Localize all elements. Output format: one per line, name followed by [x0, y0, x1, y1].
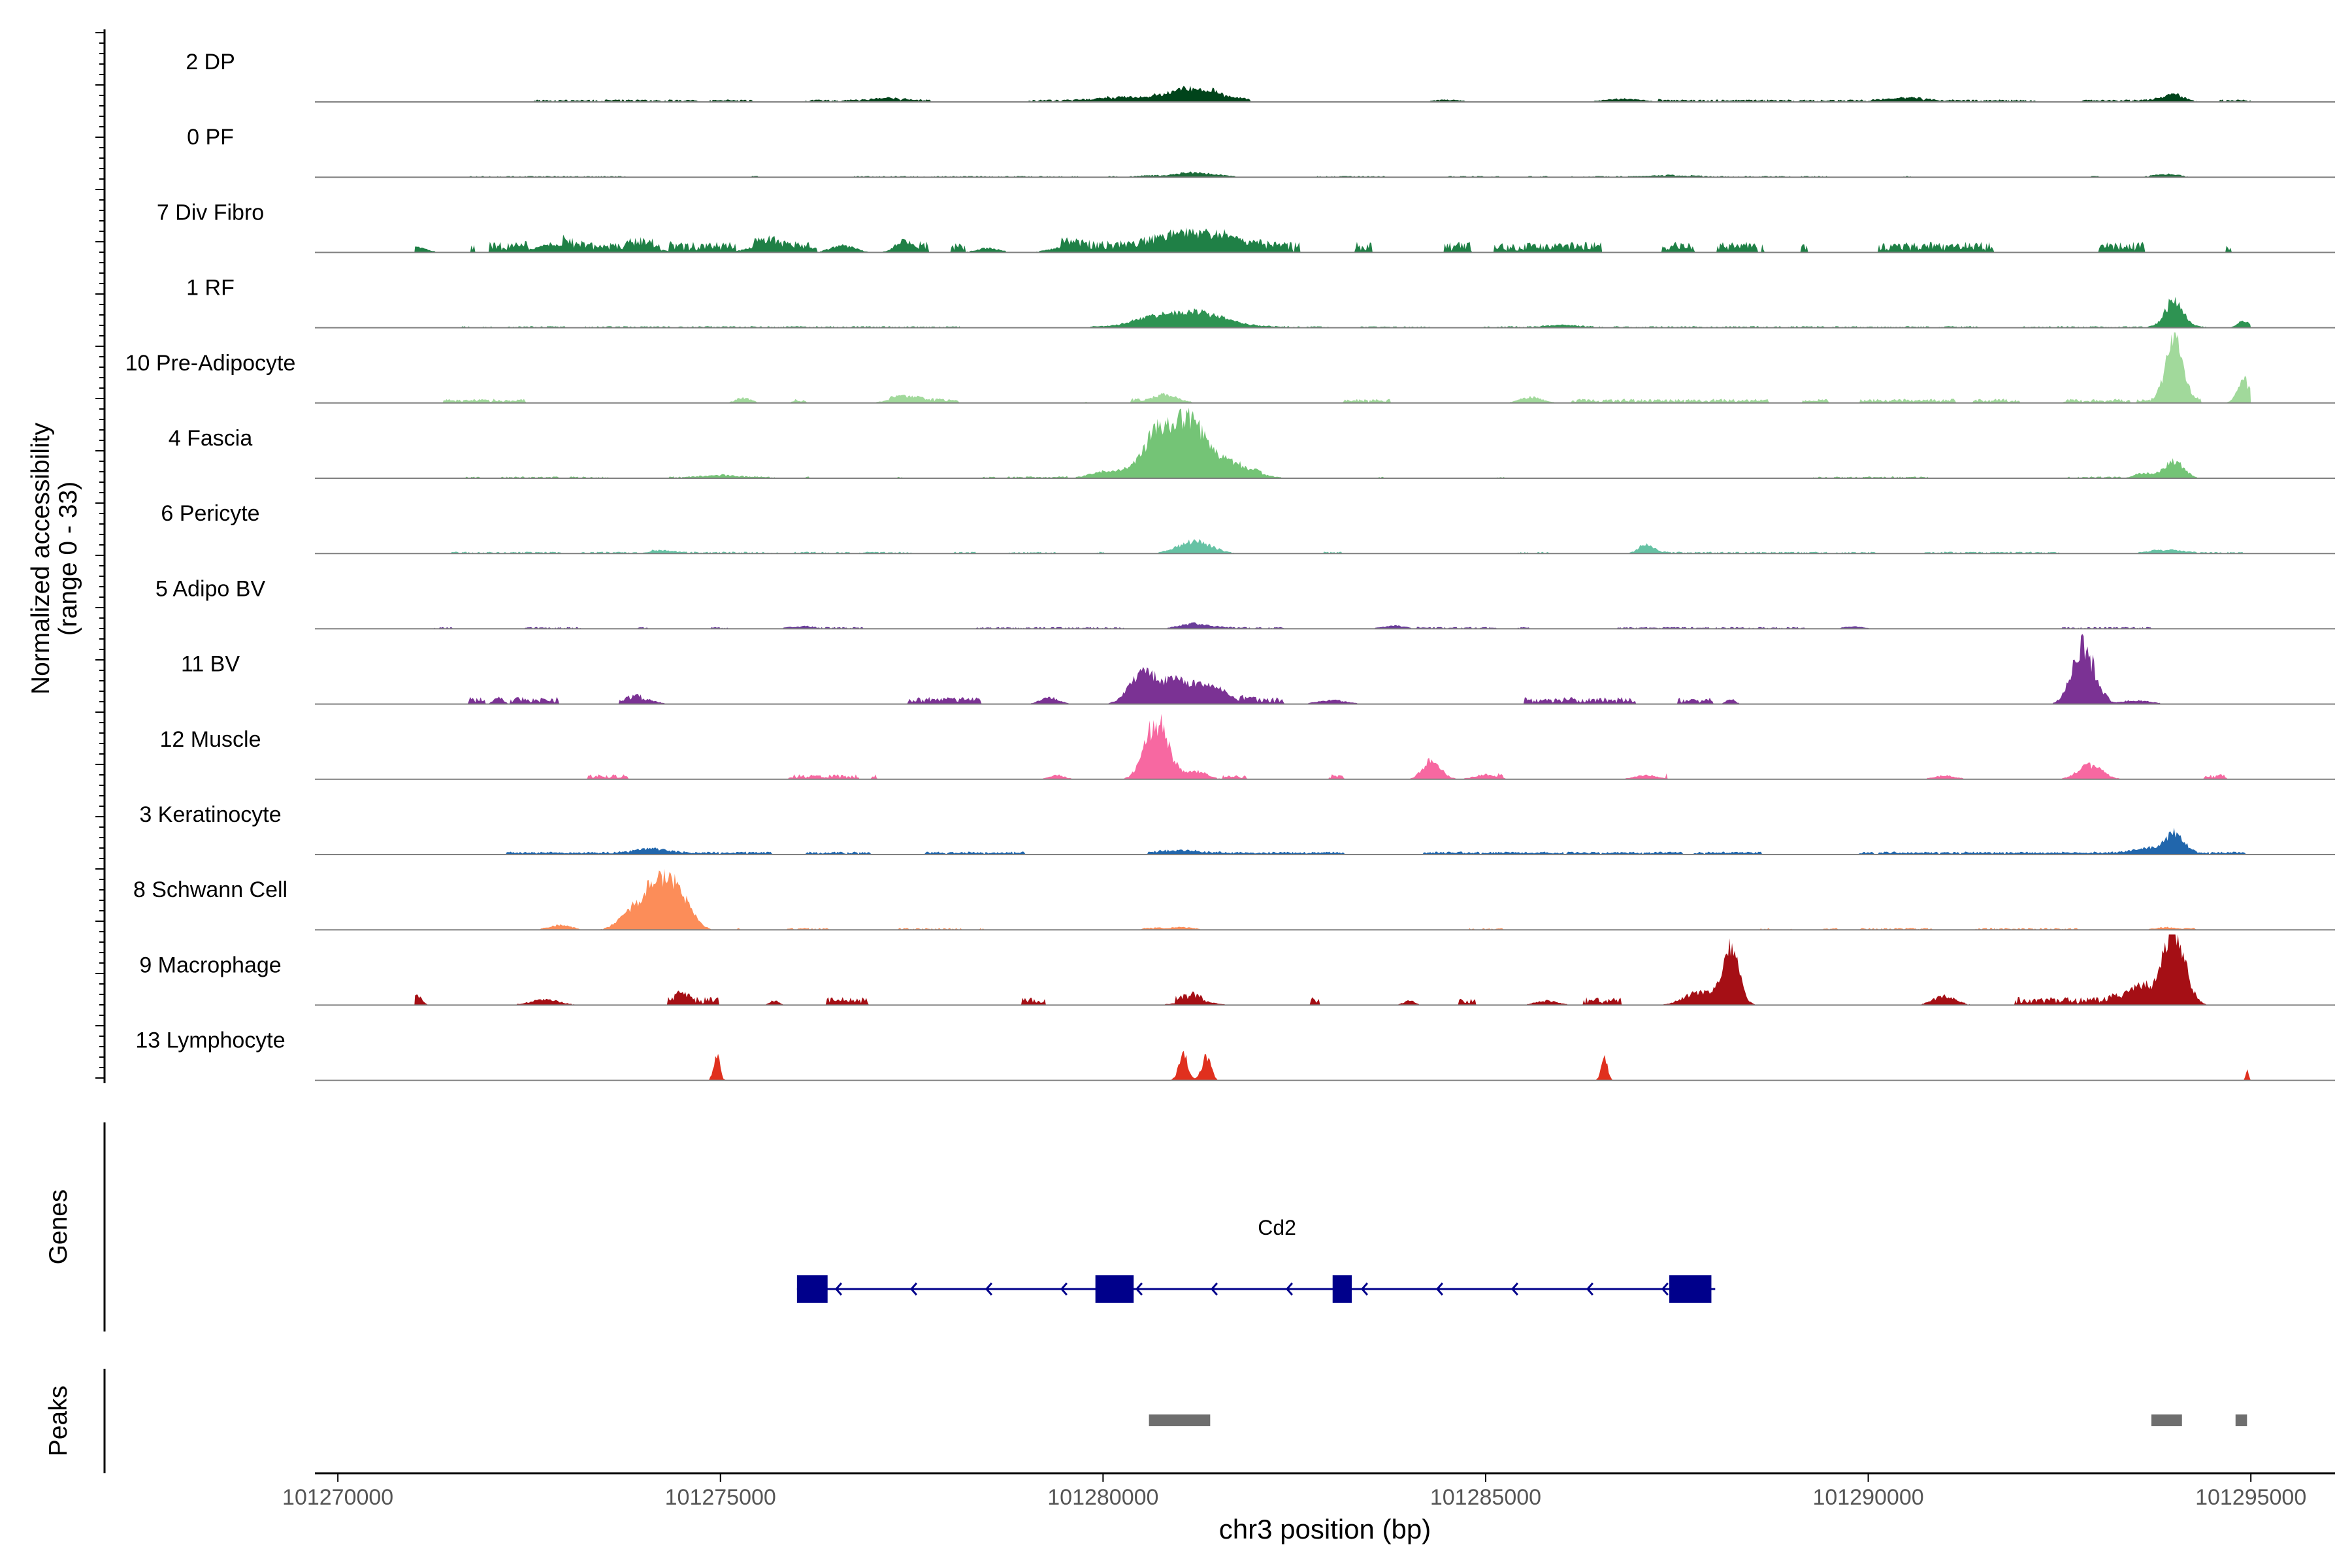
x-tick-label: 101295000 [2195, 1485, 2306, 1510]
peak-regions [1149, 1414, 2247, 1426]
coverage-y-label-line2: (range 0 - 33) [54, 482, 82, 636]
x-tick-label: 101285000 [1430, 1485, 1541, 1510]
genes-panel-label: Genes [44, 1190, 73, 1265]
strand-arrow [1435, 1282, 1443, 1296]
coverage-track: 9 Macrophage [139, 934, 2335, 1006]
track-label: 2 DP [186, 50, 235, 74]
coverage-track: 8 Schwann Cell [133, 868, 2335, 931]
coverage-track: 11 BV [181, 634, 2335, 705]
coverage-track: 2 DP [186, 50, 2335, 103]
strand-arrow [1661, 1282, 1669, 1296]
track-label: 12 Muscle [160, 727, 261, 752]
track-label: 11 BV [181, 652, 240, 677]
track-label: 5 Adipo BV [155, 576, 266, 601]
genes-panel: Genes Cd2 [44, 1122, 1716, 1331]
gene-exon [796, 1275, 828, 1303]
strand-arrow [1135, 1282, 1143, 1296]
strand-arrow [1586, 1282, 1593, 1296]
strand-arrow [1060, 1282, 1068, 1296]
coverage-area [414, 227, 2251, 253]
gene-models: Cd2 [796, 1216, 1716, 1303]
coverage-area [414, 539, 2251, 554]
x-axis-ticks: 101270000 101275000 101280000 101285000 1012… [282, 1473, 2306, 1510]
track-label: 3 Keratinocyte [139, 802, 281, 827]
peaks-panel-label: Peaks [44, 1386, 73, 1456]
coverage-y-ticks [95, 32, 105, 1079]
strand-arrow [834, 1282, 842, 1296]
x-tick-label: 101290000 [1812, 1485, 1923, 1510]
peak-region [2151, 1414, 2182, 1426]
x-axis-label: chr3 position (bp) [1219, 1514, 1431, 1544]
track-label: 0 PF [187, 125, 234, 150]
coverage-track: 7 Div Fibro [157, 200, 2335, 253]
coverage-track: 6 Pericyte [161, 501, 2335, 555]
x-tick-label: 101270000 [282, 1485, 393, 1510]
coverage-track: 4 Fascia [169, 408, 2335, 479]
gene-exon [1095, 1275, 1134, 1303]
x-tick-label: 101280000 [1047, 1485, 1158, 1510]
peak-region [1149, 1414, 1211, 1426]
coverage-track: 5 Adipo BV [155, 576, 2335, 630]
peaks-panel: Peaks [44, 1369, 2247, 1473]
track-label: 10 Pre-Adipocyte [125, 351, 296, 376]
strand-arrow [1511, 1282, 1518, 1296]
track-label: 8 Schwann Cell [133, 877, 287, 902]
gene-exon [1332, 1275, 1352, 1303]
gene-exon [1669, 1275, 1712, 1303]
gene-model: Cd2 [796, 1216, 1716, 1303]
coverage-track: 13 Lymphocyte [135, 1028, 2335, 1081]
strand-arrow [909, 1282, 917, 1296]
track-label: 4 Fascia [169, 426, 253, 451]
strand-arrow [985, 1282, 992, 1296]
track-label: 6 Pericyte [161, 501, 259, 526]
peak-region [2235, 1414, 2247, 1426]
coverage-track: 3 Keratinocyte [139, 802, 2335, 855]
coverage-track: 12 Muscle [160, 713, 2335, 780]
track-label: 13 Lymphocyte [135, 1028, 285, 1053]
strand-arrow [1210, 1282, 1218, 1296]
coverage-panel: Normalized accessibility (range 0 - 33) … [27, 29, 2335, 1083]
strand-arrow [1360, 1282, 1368, 1296]
track-label: 7 Div Fibro [157, 200, 264, 225]
coverage-track: 0 PF [187, 125, 2335, 178]
x-tick-label: 101275000 [665, 1485, 776, 1510]
gene-name: Cd2 [1258, 1216, 1296, 1239]
strand-arrow [1285, 1282, 1293, 1296]
x-axis: 101270000 101275000 101280000 101285000 1012… [282, 1472, 2335, 1544]
coverage-y-label-line1: Normalized accessibility [27, 422, 55, 694]
coverage-track: 1 RF [186, 276, 2335, 329]
track-label: 9 Macrophage [139, 953, 281, 977]
track-label: 1 RF [186, 276, 235, 301]
coverage-tracks: 2 DP 0 PF 7 Div Fibro 1 RF 10 Pre-Adipocyte 4… [125, 50, 2335, 1081]
coverage-area [414, 934, 2251, 1005]
coverage-track: 10 Pre-Adipocyte [125, 332, 2335, 404]
coverage-area [414, 634, 2251, 704]
